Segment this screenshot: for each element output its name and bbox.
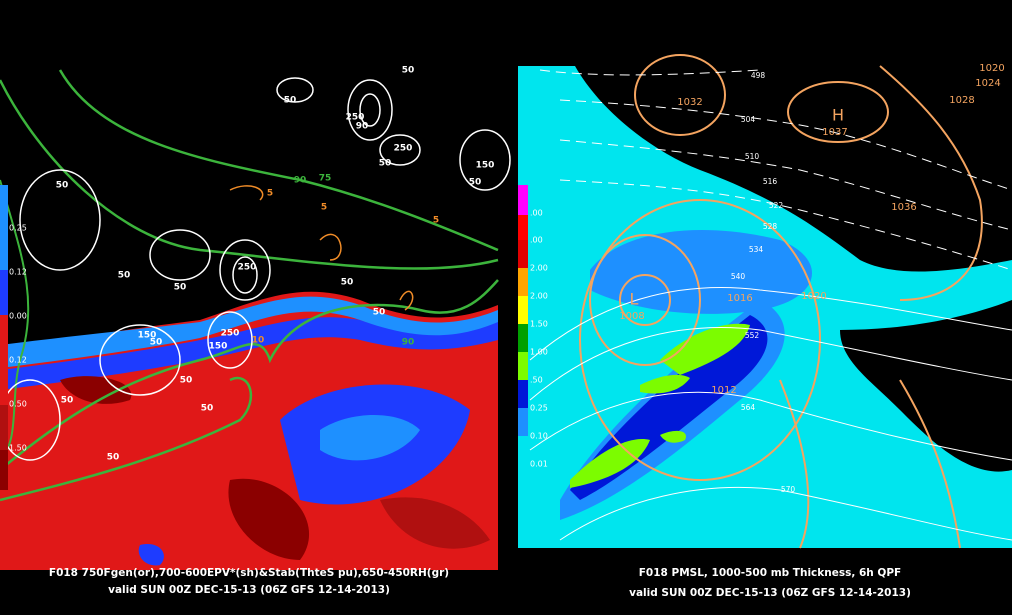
- thickness-label: 522: [769, 201, 784, 210]
- colorbar-label: 0.25: [9, 224, 27, 233]
- thickness-label: 498: [751, 71, 766, 80]
- contour-label: 150: [476, 161, 495, 171]
- contour-label: 250: [221, 329, 240, 339]
- contour-label: 50: [118, 271, 131, 281]
- thickness-label: 534: [749, 245, 764, 254]
- contour-label: 50: [201, 404, 214, 414]
- pressure-label: L: [630, 290, 639, 309]
- left-valid: valid SUN 00Z DEC-15-13 (06Z GFS 12-14-2…: [108, 584, 390, 596]
- contour-label: 50: [469, 178, 482, 188]
- contour-label: 5: [321, 203, 327, 213]
- right-caption: F018 PMSL, 1000-500 mb Thickness, 6h QPF: [639, 567, 901, 579]
- contour-label: 150: [209, 342, 228, 352]
- colorbar-label: 0.25: [530, 404, 548, 413]
- contour-label: 50: [56, 181, 69, 191]
- contour-label: 250: [238, 263, 257, 273]
- right-map: [518, 54, 1012, 549]
- contour-label: 90: [294, 176, 307, 186]
- left-caption: F018 750Fgen(or),700-600EPV*(sh)&Stab(Th…: [49, 567, 449, 579]
- contour-label: 5: [433, 216, 439, 226]
- colorbar-label: 0.12: [9, 268, 27, 277]
- contour-label: 50: [402, 66, 415, 76]
- thickness-label: 540: [731, 272, 746, 281]
- pressure-label: 1016: [727, 293, 752, 304]
- pressure-label: 1008: [619, 311, 644, 322]
- contour-label: 50: [150, 338, 163, 348]
- pressure-label: 1032: [677, 97, 702, 108]
- thickness-label: 570: [781, 485, 796, 494]
- thickness-label: 552: [745, 331, 760, 340]
- right-colorbar-labels: .00 .00 2.00 2.00 1.50 1.00 .50 0.25 0.1…: [530, 209, 548, 469]
- contour-label: 50: [379, 159, 392, 169]
- colorbar-label: 2.00: [530, 292, 548, 301]
- colorbar-label: 0.12: [9, 356, 27, 365]
- left-contour-labels: 50 50 250 90 250 50 150 50 90 75 5 5 5 5…: [56, 66, 495, 463]
- left-map: [0, 66, 511, 570]
- colorbar-label: .00: [530, 209, 543, 218]
- colorbar-label: 0.01: [530, 460, 548, 469]
- right-thickness-labels: 498 504 510 516 522 528 534 540 552 564 …: [731, 71, 796, 494]
- colorbar-label: 1.50: [530, 320, 548, 329]
- colorbar-label: 0.00: [9, 312, 27, 321]
- contour-label: 250: [346, 113, 365, 123]
- pressure-label: 1020: [979, 63, 1004, 74]
- left-colorbar-labels: 0.25 0.12 0.00 0.12 0.50 1.50: [9, 224, 27, 453]
- colorbar-label: .00: [530, 236, 543, 245]
- thickness-label: 516: [763, 177, 778, 186]
- colorbar-label: 0.10: [530, 432, 548, 441]
- right-pressure-labels: H 1037 L 1008 1032 1028 1024 1020 1036 1…: [619, 63, 1004, 396]
- contour-label: 50: [61, 396, 74, 406]
- thickness-label: 528: [763, 222, 778, 231]
- contour-label: 75: [319, 174, 332, 184]
- contour-label: 50: [180, 376, 193, 386]
- pressure-label: 1037: [822, 127, 847, 138]
- pressure-label: 1012: [711, 385, 736, 396]
- pressure-label: H: [832, 106, 844, 125]
- contour-label: 50: [341, 278, 354, 288]
- contour-label: 50: [107, 453, 120, 463]
- contour-label: 5: [267, 189, 273, 199]
- colorbar-label: .50: [530, 376, 543, 385]
- pressure-label: 1024: [975, 78, 1000, 89]
- contour-label: 50: [174, 283, 187, 293]
- contour-label: 90: [356, 122, 369, 132]
- colorbar-label: 1.00: [530, 348, 548, 357]
- colorbar-label: 2.00: [530, 264, 548, 273]
- contour-label: 50: [373, 308, 386, 318]
- pressure-label: 1036: [891, 202, 916, 213]
- contour-label: 50: [284, 96, 297, 106]
- colorbar-label: 0.50: [9, 400, 27, 409]
- pressure-label: 1028: [949, 95, 974, 106]
- colorbar-label: 1.50: [9, 444, 27, 453]
- contour-label: 250: [394, 144, 413, 154]
- contour-label: 150: [138, 331, 157, 341]
- pressure-label: 1020: [801, 291, 826, 302]
- thickness-label: 564: [741, 403, 756, 412]
- contour-label: 90: [402, 338, 415, 348]
- right-valid: valid SUN 00Z DEC-15-13 (06Z GFS 12-14-2…: [629, 587, 911, 599]
- thickness-label: 504: [741, 115, 756, 124]
- contour-label: 10: [252, 336, 265, 346]
- thickness-label: 510: [745, 152, 760, 161]
